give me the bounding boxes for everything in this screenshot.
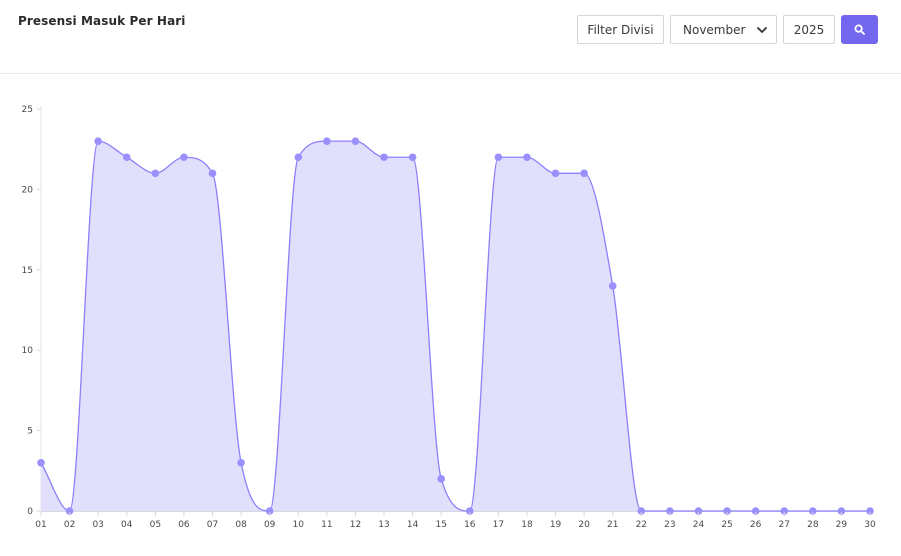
x-tick-label: 19 bbox=[550, 520, 562, 530]
x-tick-label: 01 bbox=[35, 520, 46, 530]
data-point[interactable] bbox=[637, 507, 646, 515]
x-tick-label: 20 bbox=[578, 520, 590, 530]
x-tick-label: 10 bbox=[293, 520, 305, 530]
chevron-down-icon bbox=[756, 24, 768, 36]
x-tick-label: 02 bbox=[64, 520, 75, 530]
x-tick-label: 12 bbox=[350, 520, 361, 530]
x-tick-label: 13 bbox=[378, 520, 389, 530]
data-point[interactable] bbox=[208, 169, 217, 178]
data-point[interactable] bbox=[494, 153, 503, 162]
data-point[interactable] bbox=[465, 507, 474, 515]
x-tick-label: 16 bbox=[464, 520, 476, 530]
data-point[interactable] bbox=[94, 137, 102, 145]
x-tick-label: 29 bbox=[836, 520, 848, 530]
data-point[interactable] bbox=[265, 507, 274, 515]
series-area-fill bbox=[41, 141, 870, 511]
data-point[interactable] bbox=[151, 169, 160, 178]
card-header: Presensi Masuk Per Hari Filter Divisi No… bbox=[0, 0, 901, 74]
x-tick-label: 17 bbox=[493, 520, 504, 530]
data-point[interactable] bbox=[65, 507, 74, 515]
x-tick-label: 03 bbox=[92, 520, 103, 530]
data-point[interactable] bbox=[866, 507, 874, 515]
x-tick-label: 30 bbox=[864, 520, 876, 530]
x-tick-label: 09 bbox=[264, 520, 276, 530]
search-button[interactable] bbox=[841, 15, 878, 44]
data-point[interactable] bbox=[723, 507, 731, 515]
data-point[interactable] bbox=[380, 153, 388, 162]
year-input[interactable]: 2025 bbox=[783, 15, 835, 44]
data-point[interactable] bbox=[751, 507, 760, 515]
data-point[interactable] bbox=[837, 507, 846, 515]
x-tick-label: 26 bbox=[750, 520, 762, 530]
data-point[interactable] bbox=[37, 458, 45, 467]
data-point[interactable] bbox=[323, 137, 331, 145]
x-tick-label: 28 bbox=[807, 520, 819, 530]
data-point[interactable] bbox=[608, 282, 617, 290]
data-point[interactable] bbox=[580, 169, 588, 178]
data-point[interactable] bbox=[294, 153, 303, 162]
page-title: Presensi Masuk Per Hari bbox=[18, 14, 186, 28]
filter-divisi-button[interactable]: Filter Divisi bbox=[577, 15, 664, 44]
data-point[interactable] bbox=[122, 153, 131, 162]
x-tick-label: 08 bbox=[235, 520, 247, 530]
y-tick-label: 5 bbox=[27, 427, 33, 437]
y-tick-label: 0 bbox=[27, 507, 33, 517]
x-tick-label: 15 bbox=[435, 520, 446, 530]
x-tick-label: 05 bbox=[150, 520, 161, 530]
data-point[interactable] bbox=[408, 153, 417, 162]
x-tick-label: 25 bbox=[721, 520, 732, 530]
x-tick-label: 06 bbox=[178, 520, 190, 530]
data-point[interactable] bbox=[694, 507, 703, 515]
data-point[interactable] bbox=[551, 169, 560, 178]
y-tick-label: 20 bbox=[22, 185, 34, 195]
x-tick-label: 11 bbox=[321, 520, 332, 530]
data-point[interactable] bbox=[237, 458, 245, 467]
x-tick-label: 22 bbox=[636, 520, 647, 530]
x-tick-label: 18 bbox=[521, 520, 533, 530]
x-tick-label: 21 bbox=[607, 520, 618, 530]
x-tick-label: 07 bbox=[207, 520, 218, 530]
x-tick-label: 14 bbox=[407, 520, 419, 530]
data-point[interactable] bbox=[437, 475, 446, 483]
month-select-value: November bbox=[683, 22, 746, 37]
y-tick-label: 25 bbox=[22, 105, 33, 115]
data-point[interactable] bbox=[523, 153, 531, 162]
x-tick-label: 27 bbox=[779, 520, 790, 530]
data-point[interactable] bbox=[666, 507, 674, 515]
data-point[interactable] bbox=[351, 137, 360, 145]
y-tick-label: 10 bbox=[22, 346, 34, 356]
x-tick-label: 24 bbox=[693, 520, 705, 530]
data-point[interactable] bbox=[180, 153, 188, 162]
x-tick-label: 23 bbox=[664, 520, 675, 530]
data-point[interactable] bbox=[809, 507, 817, 515]
x-tick-label: 04 bbox=[121, 520, 133, 530]
search-icon bbox=[854, 24, 865, 35]
y-tick-label: 15 bbox=[22, 266, 33, 276]
month-select[interactable]: November bbox=[670, 15, 777, 44]
data-point[interactable] bbox=[780, 507, 789, 515]
